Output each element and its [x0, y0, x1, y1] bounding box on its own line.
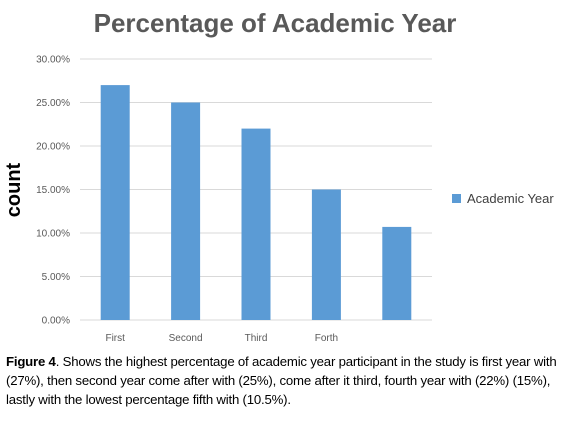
y-tick-label: 20.00% [36, 142, 70, 153]
y-tick-label: 5.00% [42, 272, 70, 283]
caption-text: . Shows the highest percentage of academ… [6, 354, 557, 407]
y-tick-label: 15.00% [36, 185, 70, 196]
y-axis-ticks: 0.00% 5.00% 10.00% 15.00% 20.00% 25.00% 30.00% [36, 55, 70, 327]
legend: Academic Year [452, 191, 554, 206]
bar [171, 102, 201, 320]
y-tick-label: 25.00% [36, 98, 70, 109]
legend-label: Academic Year [467, 191, 554, 206]
bar [311, 189, 341, 320]
y-tick-label: 10.00% [36, 229, 70, 240]
bar-chart: Percentage of Academic Year count 0.00% 5… [3, 8, 554, 344]
caption-label: Figure 4 [6, 354, 56, 369]
bars [100, 85, 412, 320]
legend-swatch [452, 194, 461, 203]
x-axis-ticks: First Second Third Forth [105, 333, 338, 344]
chart-title: Percentage of Academic Year [94, 8, 457, 38]
bar [382, 226, 412, 320]
x-tick-label: Third [245, 333, 268, 344]
y-tick-label: 0.00% [42, 316, 70, 327]
figure-caption: Figure 4. Shows the highest percentage o… [6, 352, 562, 409]
y-axis-label: count [3, 162, 25, 217]
x-tick-label: Forth [315, 333, 338, 344]
bar [241, 128, 271, 320]
bar [100, 85, 130, 320]
x-tick-label: Second [169, 333, 203, 344]
x-tick-label: First [105, 333, 125, 344]
y-tick-label: 30.00% [36, 55, 70, 66]
